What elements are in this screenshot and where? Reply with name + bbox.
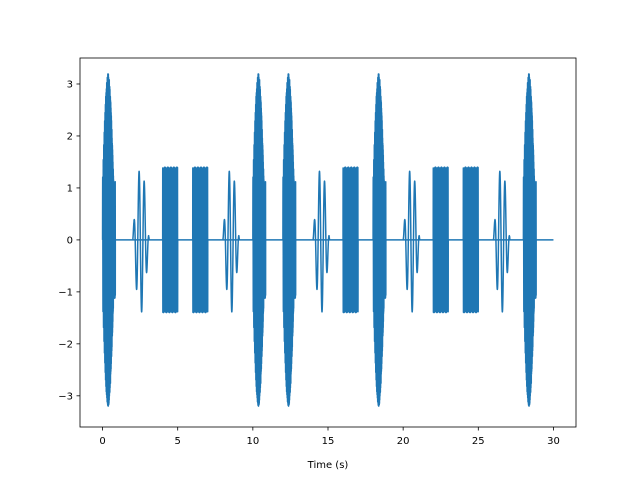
x-axis-label: Time (s) [307, 460, 349, 471]
y-tick-label: −2 [58, 339, 73, 350]
series-burst-5 [222, 170, 241, 313]
series-burst-14 [492, 170, 511, 313]
series-burst-8 [312, 170, 331, 313]
series-burst-11 [402, 170, 421, 313]
y-tick-label: 3 [67, 79, 73, 90]
x-tick-label: 5 [175, 436, 181, 447]
y-tick-label: −3 [58, 391, 73, 402]
series-burst-3 [161, 166, 179, 314]
x-tick-label: 30 [547, 436, 560, 447]
series-burst-7 [282, 73, 297, 407]
x-tick-label: 25 [472, 436, 485, 447]
y-tick-label: 1 [67, 183, 73, 194]
y-axis-ticks: −3 −2 −1 0 1 2 3 [58, 79, 80, 402]
series-burst-12 [432, 166, 449, 314]
x-tick-label: 0 [99, 436, 105, 447]
series-burst-15 [522, 73, 537, 407]
series-burst-1 [101, 73, 117, 407]
series-burst-6 [252, 73, 267, 407]
y-tick-label: 0 [67, 235, 73, 246]
series-burst-4 [191, 166, 209, 314]
y-tick-label: 2 [67, 131, 73, 142]
series-burst-10 [372, 73, 387, 407]
y-tick-label: −1 [58, 287, 73, 298]
series-burst-9 [342, 166, 359, 314]
series-burst-13 [462, 166, 480, 314]
x-tick-label: 10 [246, 436, 259, 447]
series-burst-2 [131, 170, 150, 313]
x-tick-label: 20 [397, 436, 410, 447]
plot-area [101, 73, 554, 407]
axes-frame [79, 57, 577, 428]
x-tick-label: 15 [322, 436, 335, 447]
x-axis-ticks: 0 5 10 15 20 25 30 [99, 427, 560, 447]
